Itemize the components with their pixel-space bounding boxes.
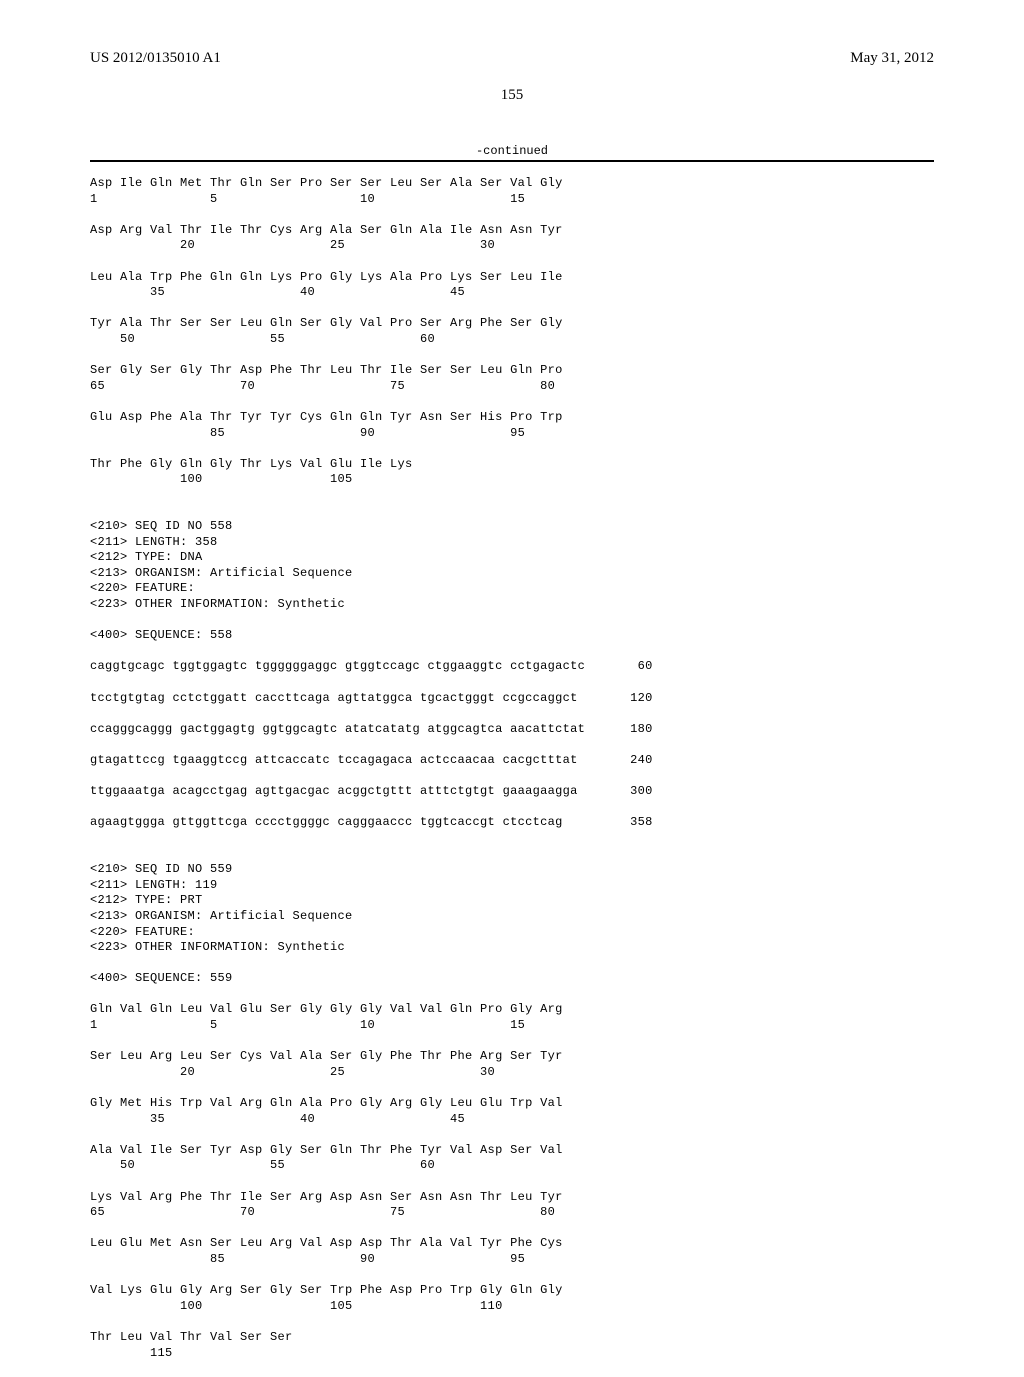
page-header: US 2012/0135010 A1 May 31, 2012	[90, 50, 934, 67]
divider-line	[90, 160, 934, 162]
publication-date: May 31, 2012	[850, 50, 934, 67]
continued-label: -continued	[90, 144, 934, 158]
sequence-listing: Asp Ile Gln Met Thr Gln Ser Pro Ser Ser …	[90, 176, 934, 1377]
publication-number: US 2012/0135010 A1	[90, 50, 221, 67]
page-number: 155	[90, 87, 934, 104]
